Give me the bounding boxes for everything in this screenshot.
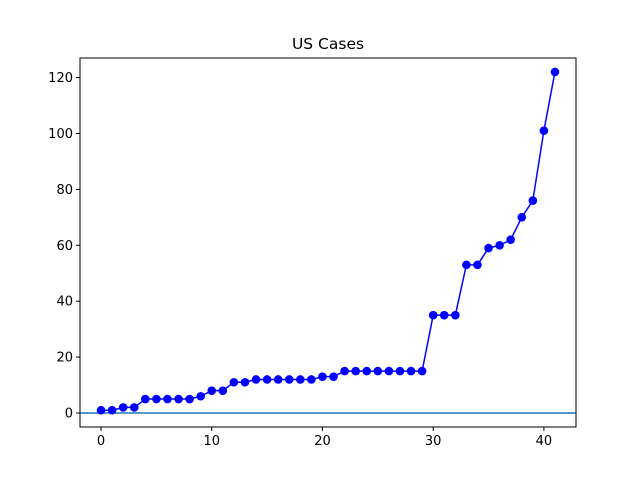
data-point	[196, 391, 205, 401]
data-point	[384, 366, 394, 376]
data-point	[273, 375, 283, 384]
data-point	[163, 394, 172, 404]
data-point	[417, 366, 427, 376]
data-point	[428, 310, 438, 320]
data-point	[462, 260, 471, 270]
data-point	[229, 377, 239, 387]
x-tick-label: 0	[97, 434, 105, 449]
data-point	[251, 375, 261, 384]
data-point	[152, 394, 161, 404]
data-point	[307, 375, 316, 384]
y-tick-label: 80	[56, 183, 73, 198]
data-point	[550, 67, 560, 77]
x-tick-label: 30	[425, 434, 442, 449]
chart-title: US Cases	[292, 35, 364, 53]
data-point	[118, 403, 128, 412]
data-point	[284, 375, 294, 384]
y-tick-label: 0	[65, 407, 73, 422]
data-point	[185, 394, 194, 404]
data-point	[318, 372, 327, 381]
data-point	[329, 372, 338, 381]
data-point	[539, 126, 549, 135]
x-tick-label: 40	[536, 434, 553, 449]
x-tick-label: 10	[203, 434, 220, 449]
axes-frame	[79, 57, 577, 428]
x-axis-ticks: 0 10 20 30 40	[97, 427, 552, 449]
y-tick-label: 60	[56, 239, 73, 254]
data-point	[207, 386, 217, 395]
data-point	[262, 375, 272, 384]
y-tick-label: 40	[56, 295, 73, 310]
data-point	[395, 366, 405, 376]
data-point	[240, 377, 250, 387]
data-point	[373, 366, 383, 376]
y-tick-label: 120	[48, 71, 73, 86]
data-point	[484, 243, 493, 253]
data-point	[340, 366, 349, 376]
x-tick-label: 20	[314, 434, 331, 449]
plot-area	[80, 67, 576, 415]
data-point	[439, 310, 449, 320]
y-axis-ticks: 0 20 40 60 80 100 120	[48, 71, 80, 422]
data-point	[506, 235, 515, 244]
y-tick-label: 100	[48, 127, 73, 142]
data-point	[96, 405, 106, 415]
data-point	[141, 394, 150, 404]
data-point	[362, 366, 372, 376]
data-point	[451, 310, 460, 320]
data-point	[174, 394, 183, 404]
data-point	[406, 366, 416, 376]
data-point	[473, 260, 482, 270]
data-point	[528, 196, 538, 205]
data-point	[107, 405, 117, 415]
data-point	[351, 366, 360, 376]
data-point	[129, 403, 139, 412]
data-point	[296, 375, 305, 384]
data-point	[517, 213, 527, 222]
data-point	[218, 386, 228, 395]
data-point	[495, 241, 504, 250]
y-tick-label: 20	[56, 351, 73, 366]
